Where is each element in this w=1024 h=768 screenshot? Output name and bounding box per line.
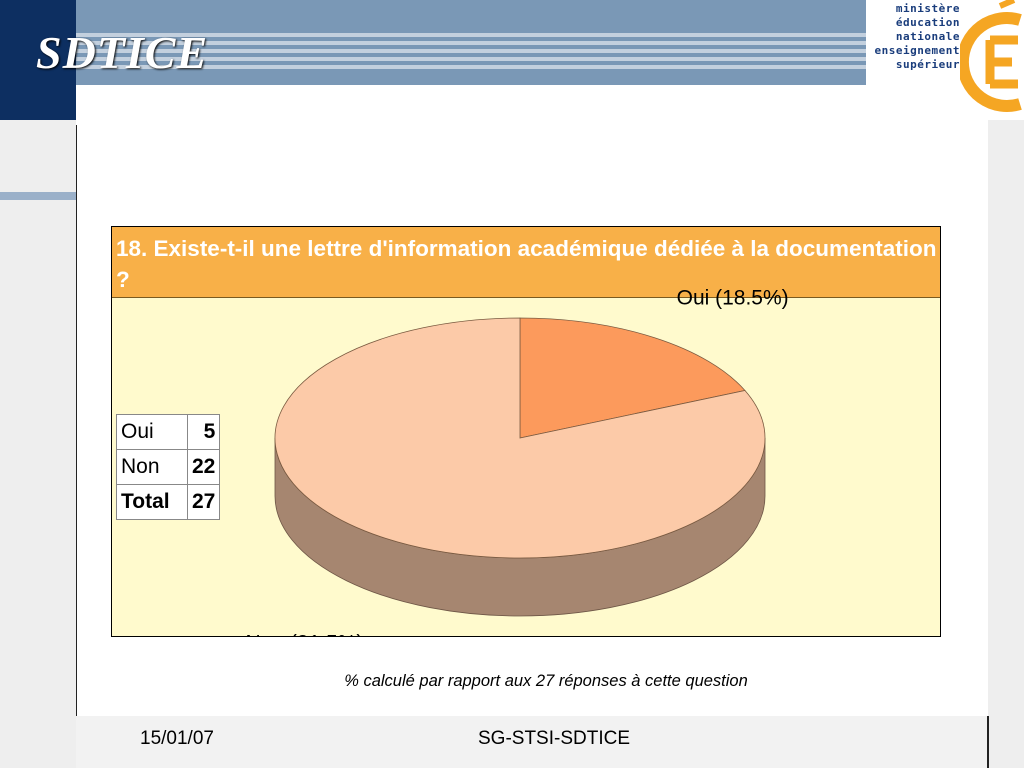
row-value: 22 bbox=[186, 449, 221, 485]
chart-panel: 18. Existe-t-il une lettre d'information… bbox=[111, 226, 941, 637]
footer-org: SG-STSI-SDTICE bbox=[478, 728, 631, 749]
logo-emblem-icon bbox=[960, 0, 1022, 112]
header-left-block bbox=[0, 0, 76, 120]
row-label: Oui bbox=[116, 414, 188, 450]
footer-divider bbox=[987, 716, 989, 768]
header-band bbox=[76, 0, 866, 85]
right-margin bbox=[988, 120, 1024, 768]
table-total-row: Total 27 bbox=[116, 484, 221, 520]
content-border bbox=[76, 125, 77, 768]
row-label: Non bbox=[116, 449, 188, 485]
row-value: 5 bbox=[186, 414, 221, 450]
left-accent-line bbox=[0, 192, 76, 200]
footnote: % calculé par rapport aux 27 réponses à … bbox=[344, 672, 748, 690]
table-row: Oui 5 bbox=[116, 414, 221, 450]
left-margin bbox=[0, 120, 76, 768]
slice-label-non: Non (81.5%) bbox=[245, 632, 363, 636]
total-value: 27 bbox=[186, 484, 221, 520]
footer-date: 15/01/07 bbox=[140, 728, 214, 749]
app-title: SDTICE bbox=[36, 27, 209, 78]
pie-chart: Oui (18.5%) Non (81.5%) bbox=[245, 286, 789, 636]
question-title: 18. Existe-t-il une lettre d'information… bbox=[116, 236, 937, 292]
table-row: Non 22 bbox=[116, 449, 221, 485]
logo-text: ministère éducation nationale enseigneme… bbox=[874, 2, 960, 71]
count-table: Oui 5 Non 22 Total 27 bbox=[116, 414, 221, 520]
footer-bar bbox=[76, 716, 988, 768]
question-bar: 18. Existe-t-il une lettre d'information… bbox=[112, 227, 940, 298]
total-label: Total bbox=[116, 484, 188, 520]
ministry-logo: ministère éducation nationale enseigneme… bbox=[866, 0, 1024, 120]
slice-label-oui: Oui (18.5%) bbox=[677, 286, 789, 309]
pie-slice-oui bbox=[519, 317, 746, 439]
pie-slice-non bbox=[274, 317, 766, 559]
